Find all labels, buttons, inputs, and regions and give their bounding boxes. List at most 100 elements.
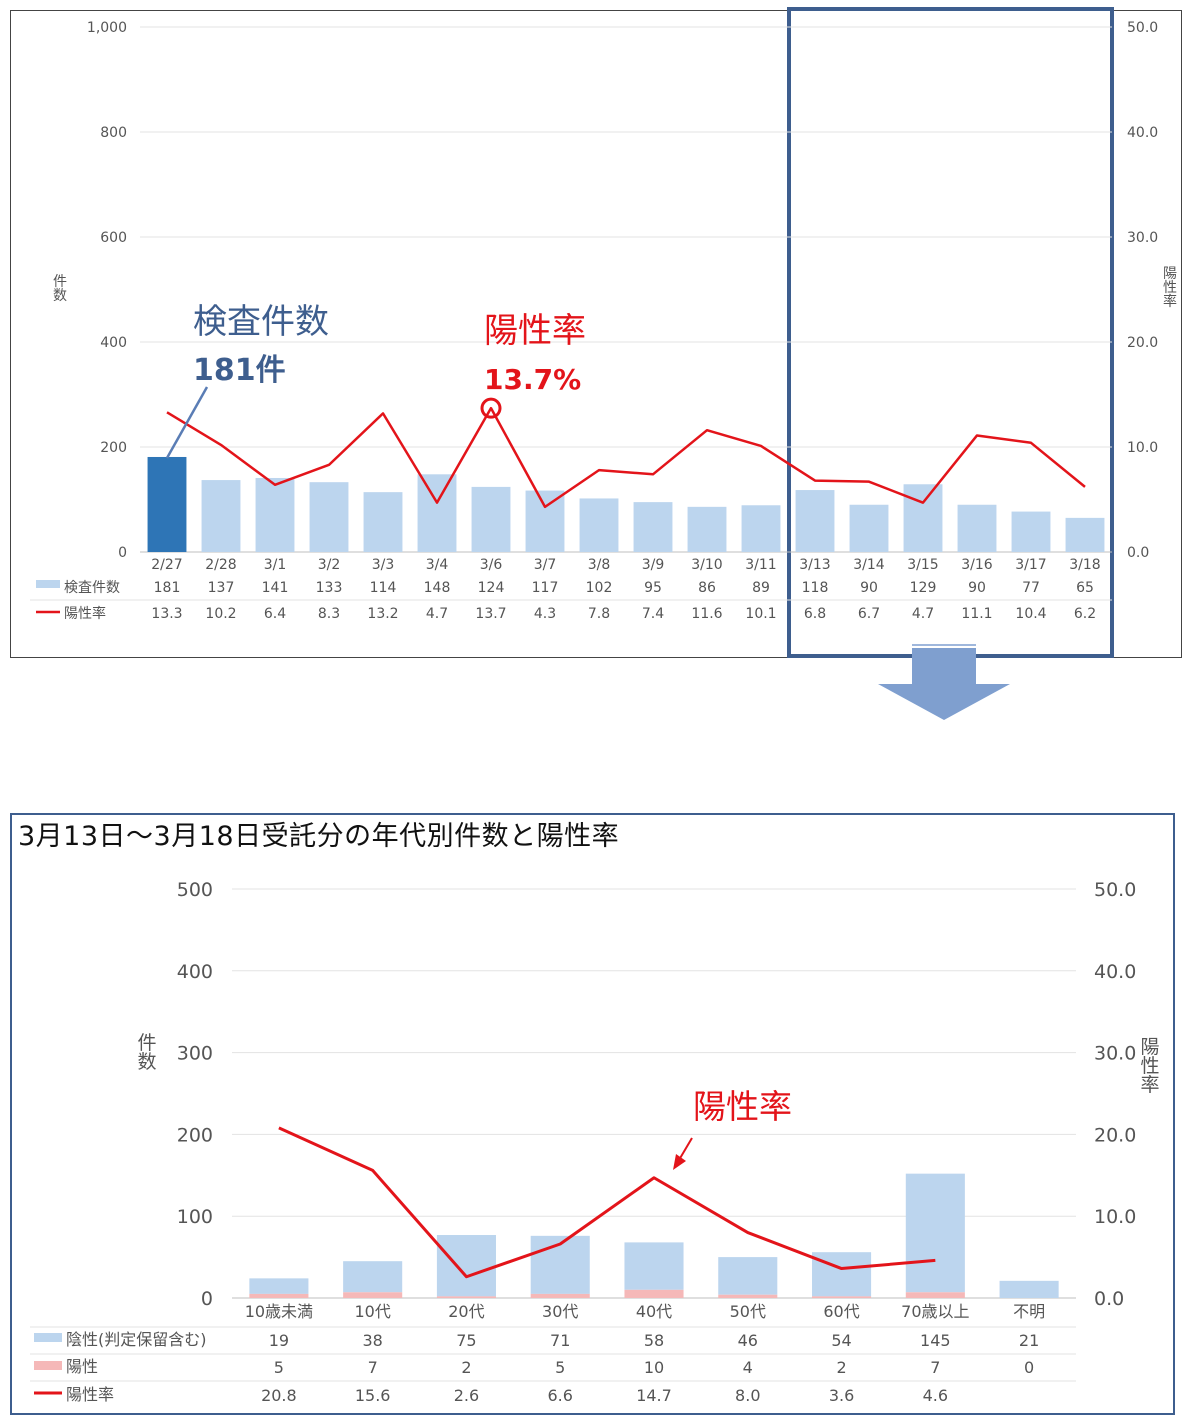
x-tick-label: 3/1 bbox=[264, 557, 287, 573]
table-cell: 10.1 bbox=[745, 606, 776, 622]
table-cell: 10.2 bbox=[205, 606, 236, 622]
table-cell: 11.6 bbox=[691, 606, 722, 622]
y-left-axis-label: 件 bbox=[137, 1032, 156, 1054]
table-cell: 129 bbox=[910, 580, 937, 596]
x-tick-label: 3/8 bbox=[588, 557, 611, 573]
table-cell: 114 bbox=[370, 580, 397, 596]
table-cell: 13.2 bbox=[367, 606, 398, 622]
table-cell: 13.7 bbox=[475, 606, 506, 622]
y-left-tick-label: 200 bbox=[100, 440, 127, 456]
annotation-rate-title: 陽性率 bbox=[693, 1087, 792, 1126]
table-cell: 11.1 bbox=[961, 606, 992, 622]
annotation-arrow-head bbox=[673, 1154, 686, 1170]
y-left-tick-label: 100 bbox=[177, 1206, 213, 1228]
table-cell: 124 bbox=[478, 580, 505, 596]
table-cell: 141 bbox=[262, 580, 289, 596]
y-right-axis-label: 率 bbox=[1163, 293, 1177, 310]
bar-test-count bbox=[417, 474, 457, 552]
bar-test-count bbox=[903, 484, 943, 552]
y-right-axis-label: 陽 bbox=[1163, 266, 1177, 282]
bar-test-count bbox=[849, 504, 889, 552]
table-cell: 6.8 bbox=[804, 606, 826, 622]
bar-test-count bbox=[687, 506, 727, 552]
bar-test-count bbox=[795, 490, 835, 552]
x-tick-label: 60代 bbox=[823, 1302, 859, 1321]
daily-chart-frame bbox=[10, 10, 1182, 658]
annotation-rate-title: 陽性率 bbox=[484, 311, 586, 351]
bar-negative bbox=[436, 1235, 496, 1297]
table-cell: 46 bbox=[738, 1331, 758, 1350]
x-tick-label: 3/6 bbox=[480, 557, 503, 573]
x-tick-label: 3/9 bbox=[642, 557, 665, 573]
y-right-tick-label: 0.0 bbox=[1094, 1288, 1124, 1310]
table-cell: 90 bbox=[860, 580, 878, 596]
bar-positive bbox=[624, 1289, 684, 1298]
table-cell: 10.4 bbox=[1015, 606, 1046, 622]
x-tick-label: 3/10 bbox=[691, 557, 722, 573]
y-left-tick-label: 1,000 bbox=[87, 20, 127, 36]
table-cell: 145 bbox=[920, 1331, 951, 1350]
annotation-count-value: 181件 bbox=[193, 353, 286, 388]
table-cell: 38 bbox=[362, 1331, 382, 1350]
positive-rate-marker bbox=[480, 397, 502, 419]
table-cell: 13.3 bbox=[151, 606, 182, 622]
table-cell: 95 bbox=[644, 580, 662, 596]
table-cell: 20.8 bbox=[261, 1386, 297, 1405]
bar-negative bbox=[999, 1280, 1059, 1298]
legend-key-test-count bbox=[36, 580, 60, 588]
x-tick-label: 3/17 bbox=[1015, 557, 1046, 573]
table-cell: 4.6 bbox=[923, 1386, 948, 1405]
y-right-tick-label: 10.0 bbox=[1094, 1206, 1136, 1228]
bar-test-count bbox=[633, 502, 673, 552]
table-cell: 102 bbox=[586, 580, 613, 596]
bar-test-count bbox=[579, 498, 619, 552]
y-left-axis-label: 数 bbox=[137, 1051, 156, 1073]
table-cell: 148 bbox=[424, 580, 451, 596]
x-tick-label: 2/27 bbox=[151, 557, 182, 573]
table-cell: 10 bbox=[644, 1358, 664, 1377]
table-cell: 21 bbox=[1019, 1331, 1039, 1350]
y-right-tick-label: 50.0 bbox=[1094, 879, 1136, 901]
bar-test-count bbox=[471, 486, 511, 552]
x-tick-label: 20代 bbox=[448, 1302, 484, 1321]
table-cell: 0 bbox=[1024, 1358, 1034, 1377]
bar-positive bbox=[343, 1292, 403, 1298]
table-cell: 2 bbox=[461, 1358, 471, 1377]
y-right-tick-label: 20.0 bbox=[1127, 335, 1158, 351]
table-cell: 15.6 bbox=[355, 1386, 391, 1405]
bar-test-count bbox=[363, 492, 403, 552]
table-cell: 8.3 bbox=[318, 606, 340, 622]
table-cell: 5 bbox=[274, 1358, 284, 1377]
table-cell: 6.6 bbox=[547, 1386, 572, 1405]
line-positive-rate bbox=[166, 406, 1086, 509]
bar-test-count bbox=[741, 505, 781, 552]
bar-negative bbox=[343, 1261, 403, 1293]
table-cell: 77 bbox=[1022, 580, 1040, 596]
y-left-tick-label: 600 bbox=[100, 230, 127, 246]
table-cell: 7 bbox=[930, 1358, 940, 1377]
x-tick-label: 3/16 bbox=[961, 557, 993, 573]
x-tick-label: 70歳以上 bbox=[901, 1302, 969, 1321]
bar-test-count bbox=[525, 490, 565, 552]
legend-key-negative bbox=[34, 1333, 62, 1342]
legend-label-positive-rate: 陽性率 bbox=[64, 605, 106, 622]
age-chart-title: 3月13日～3月18日受託分の年代別件数と陽性率 bbox=[18, 821, 620, 852]
table-cell: 4.3 bbox=[534, 606, 556, 622]
legend-key-positive bbox=[34, 1361, 62, 1370]
bar-test-count bbox=[1011, 511, 1051, 552]
table-cell: 65 bbox=[1076, 580, 1094, 596]
y-right-tick-label: 30.0 bbox=[1127, 230, 1158, 246]
x-tick-label: 3/13 bbox=[799, 557, 830, 573]
table-cell: 7.4 bbox=[642, 606, 664, 622]
x-tick-label: 50代 bbox=[730, 1302, 766, 1321]
y-right-axis-label: 率 bbox=[1140, 1074, 1159, 1096]
table-cell: 5 bbox=[555, 1358, 565, 1377]
bar-positive bbox=[905, 1292, 965, 1298]
table-cell: 6.2 bbox=[1074, 606, 1096, 622]
table-cell: 181 bbox=[154, 580, 181, 596]
table-cell: 14.7 bbox=[636, 1386, 672, 1405]
table-cell: 75 bbox=[456, 1331, 476, 1350]
y-left-tick-label: 0 bbox=[201, 1288, 213, 1310]
y-right-tick-label: 50.0 bbox=[1127, 20, 1158, 36]
x-tick-label: 2/28 bbox=[205, 557, 236, 573]
